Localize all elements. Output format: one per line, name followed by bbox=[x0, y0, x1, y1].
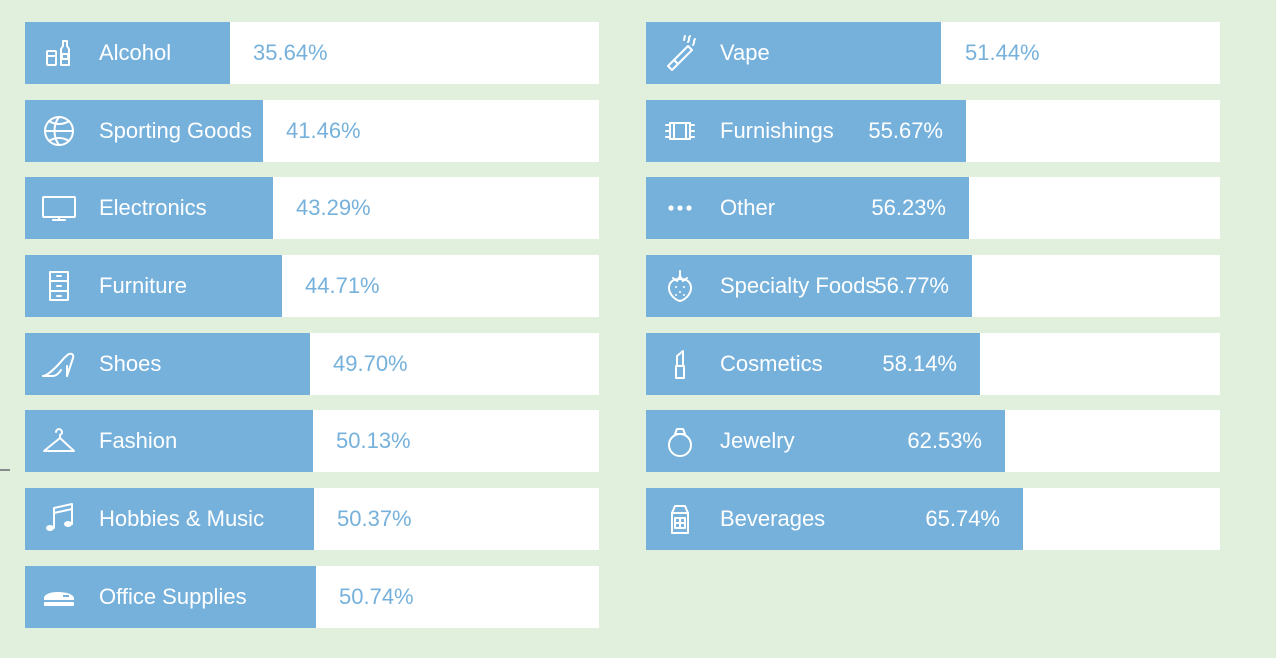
bar-row-electronics: Electronics 43.29% bbox=[25, 177, 599, 240]
bar-label: Office Supplies bbox=[99, 583, 247, 609]
bar-value-label: 51.44% bbox=[965, 40, 1040, 65]
bar-row-cosmetics: Cosmetics 58.14% bbox=[646, 332, 1220, 395]
monitor-icon bbox=[39, 188, 79, 228]
bar-row-alcohol: Alcohol 35.64% bbox=[25, 22, 599, 84]
music-note-icon bbox=[39, 499, 79, 539]
axis-tick-mark bbox=[0, 469, 10, 471]
bar-label: Shoes bbox=[99, 350, 162, 376]
bar-value-label: 50.37% bbox=[337, 506, 412, 532]
bar-value-label: 50.13% bbox=[336, 428, 411, 454]
bar-label: Beverages bbox=[720, 506, 826, 532]
bottles-icon bbox=[39, 33, 79, 73]
bar-row-shoes: Shoes 49.70% bbox=[25, 332, 599, 395]
bar-row-vape: Vape 51.44% bbox=[646, 22, 1220, 84]
high-heel-icon bbox=[39, 344, 79, 384]
lipstick-icon bbox=[660, 344, 700, 384]
bar-label: Sporting Goods bbox=[99, 117, 252, 143]
bar-row-hobbies-and-music: Hobbies & Music 50.37% bbox=[25, 488, 599, 551]
bar-row-furnishings: Furnishings 55.67% bbox=[646, 99, 1220, 162]
bar-label: Cosmetics bbox=[720, 350, 823, 376]
bar-row-furniture: Furniture 44.71% bbox=[25, 255, 599, 318]
bar-row-beverages: Beverages 65.74% bbox=[646, 488, 1220, 551]
bar-label: Furnishings bbox=[720, 117, 834, 143]
bar-label: Electronics bbox=[99, 195, 207, 221]
dots-icon bbox=[660, 188, 700, 228]
milk-carton-icon bbox=[660, 499, 700, 539]
bar-shoes bbox=[25, 332, 310, 395]
hanger-icon bbox=[39, 421, 79, 461]
rug-icon bbox=[660, 111, 700, 151]
bar-jewelry bbox=[646, 410, 1005, 473]
bar-cosmetics bbox=[646, 332, 980, 395]
bar-row-other: Other 56.23% bbox=[646, 177, 1220, 240]
bar-other bbox=[646, 177, 969, 240]
bar-value-label: 41.46% bbox=[286, 117, 361, 143]
bar-value-label: 43.29% bbox=[296, 195, 371, 221]
right-column: Vape 51.44% Furnishings 55.67% Other 56.23% Sp… bbox=[646, 22, 1220, 566]
bar-value-label: 62.53% bbox=[907, 428, 982, 454]
bar-value-label: 44.71% bbox=[305, 273, 380, 299]
stapler-icon bbox=[39, 577, 79, 617]
bar-furnishings bbox=[646, 99, 966, 162]
bar-label: Furniture bbox=[99, 273, 188, 299]
bar-label: Vape bbox=[720, 40, 770, 65]
left-column: Alcohol 35.64% Sporting Goods 41.46% Electro… bbox=[25, 22, 599, 644]
bar-row-sporting-goods: Sporting Goods 41.46% bbox=[25, 99, 599, 162]
bar-value-label: 65.74% bbox=[925, 506, 1000, 532]
bar-row-specialty-foods: Specialty Foods 56.77% bbox=[646, 255, 1220, 318]
vape-pen-icon bbox=[660, 33, 700, 73]
bar-electronics bbox=[25, 177, 273, 240]
bar-label: Other bbox=[720, 195, 776, 221]
bar-fashion bbox=[25, 410, 313, 473]
bar-row-office-supplies: Office Supplies 50.74% bbox=[25, 565, 599, 628]
bar-beverages bbox=[646, 488, 1023, 551]
bar-label: Specialty Foods bbox=[720, 273, 877, 299]
basketball-icon bbox=[39, 111, 79, 151]
strawberry-icon bbox=[660, 266, 700, 306]
bar-value-label: 50.74% bbox=[339, 583, 414, 609]
bar-value-label: 58.14% bbox=[882, 350, 957, 376]
bar-row-fashion: Fashion 50.13% bbox=[25, 410, 599, 473]
bar-value-label: 55.67% bbox=[868, 117, 943, 143]
bar-row-jewelry: Jewelry 62.53% bbox=[646, 410, 1220, 473]
bar-label: Jewelry bbox=[720, 428, 795, 454]
bar-alcohol bbox=[25, 22, 230, 84]
bar-label: Fashion bbox=[99, 428, 178, 454]
bar-vape bbox=[646, 22, 941, 84]
bar-value-label: 49.70% bbox=[333, 350, 408, 376]
bar-value-label: 35.64% bbox=[253, 40, 328, 65]
bar-value-label: 56.77% bbox=[874, 273, 949, 299]
ring-icon bbox=[660, 421, 700, 461]
bar-value-label: 56.23% bbox=[871, 195, 946, 221]
bar-hobbies-and-music bbox=[25, 488, 314, 551]
bar-label: Alcohol bbox=[99, 40, 172, 65]
bar-specialty-foods bbox=[646, 255, 972, 318]
bar-label: Hobbies & Music bbox=[99, 506, 265, 532]
cabinet-icon bbox=[39, 266, 79, 306]
